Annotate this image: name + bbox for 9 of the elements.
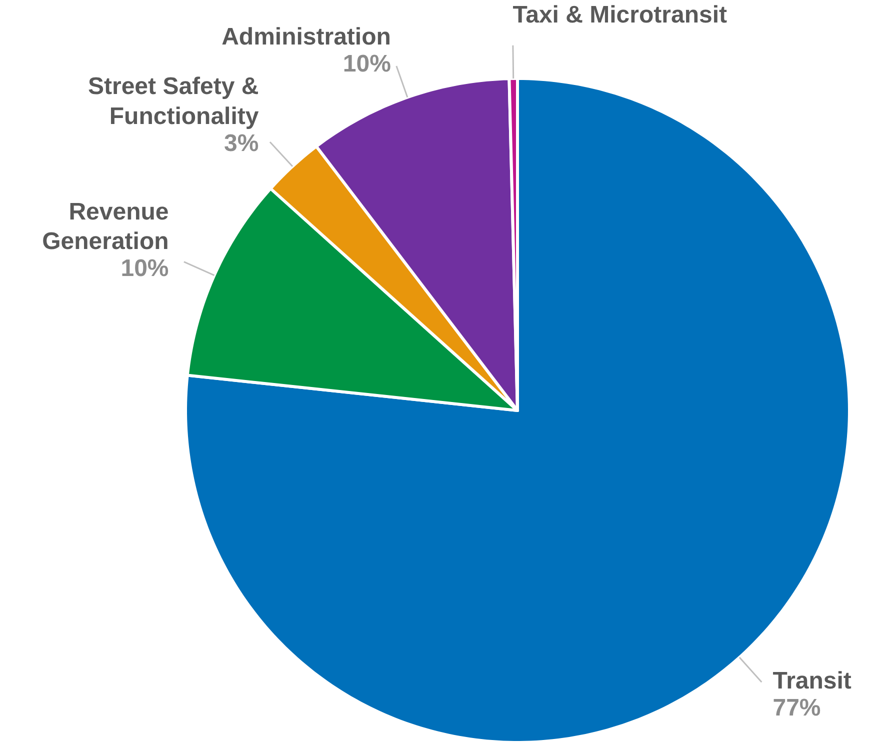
- data-label: 3%: [224, 130, 259, 157]
- slice-label: Street Safety & Functionality: [88, 73, 260, 130]
- slice-label: Transit: [772, 667, 852, 694]
- slice-label: Taxi & Microtransit: [512, 2, 727, 29]
- data-label: 10%: [120, 255, 169, 282]
- slice-label: Administration: [222, 23, 391, 50]
- data-label: 10%: [342, 50, 391, 78]
- slice-label: Revenue Generation: [42, 198, 169, 256]
- data-label: 77%: [772, 694, 821, 722]
